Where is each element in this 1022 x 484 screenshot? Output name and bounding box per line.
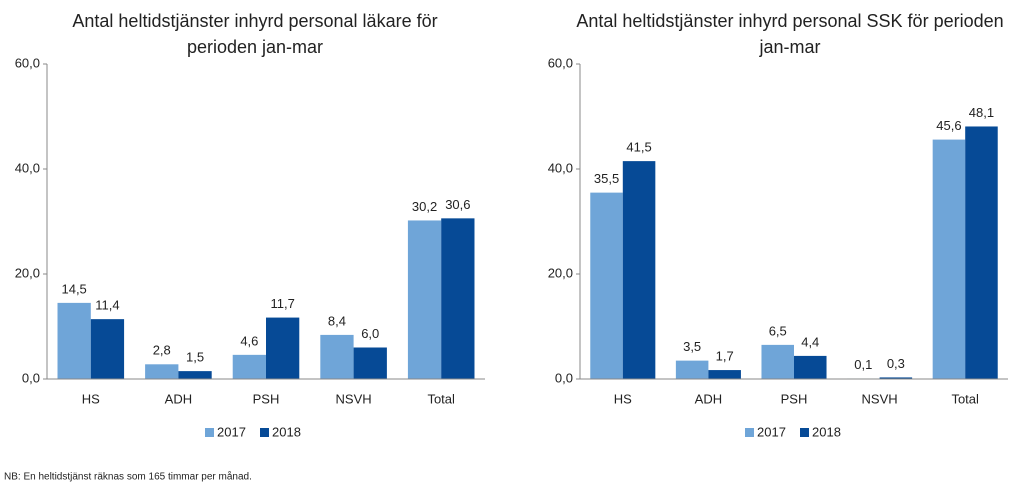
legend-label: 2017: [217, 424, 246, 439]
value-label: 48,1: [969, 105, 994, 120]
bar: [965, 126, 998, 379]
bar: [441, 218, 475, 379]
x-tick-label: PSH: [253, 391, 280, 406]
value-label: 0,1: [854, 357, 872, 372]
chart-title: perioden jan-mar: [187, 37, 323, 57]
x-tick-label: NSVH: [336, 391, 372, 406]
bar: [622, 161, 656, 379]
bar: [353, 347, 387, 379]
y-tick-label: 40,0: [548, 160, 573, 175]
value-label: 6,5: [769, 323, 787, 338]
y-tick-label: 20,0: [15, 265, 40, 280]
bar: [57, 302, 91, 379]
x-tick-label: ADH: [165, 391, 192, 406]
value-label: 30,6: [445, 197, 470, 212]
bar: [266, 317, 300, 379]
bar: [932, 139, 966, 379]
bar: [232, 354, 266, 379]
chart-title: Antal heltidstjänster inhyrd personal lä…: [72, 11, 437, 31]
y-tick-label: 60,0: [548, 55, 573, 70]
x-tick-label: Total: [951, 391, 979, 406]
bar: [794, 355, 827, 379]
legend-swatch: [800, 428, 809, 437]
chart-title: jan-mar: [758, 37, 820, 57]
x-tick-label: Total: [427, 391, 455, 406]
value-label: 30,2: [412, 199, 437, 214]
legend-label: 2018: [812, 424, 841, 439]
y-tick-label: 40,0: [15, 160, 40, 175]
legend-swatch: [260, 428, 269, 437]
value-label: 1,5: [186, 350, 204, 365]
y-tick-label: 20,0: [548, 265, 573, 280]
bar: [879, 377, 913, 379]
bar: [675, 360, 709, 379]
x-tick-label: PSH: [781, 391, 808, 406]
y-tick-label: 0,0: [555, 370, 573, 385]
value-label: 8,4: [328, 313, 346, 328]
legend-swatch: [745, 428, 754, 437]
bar: [145, 364, 179, 379]
value-label: 45,6: [936, 118, 961, 133]
value-label: 14,5: [61, 281, 86, 296]
value-label: 11,7: [270, 296, 294, 311]
value-label: 2,8: [153, 343, 171, 358]
value-label: 1,7: [716, 349, 734, 364]
value-label: 11,4: [95, 298, 119, 313]
y-tick-label: 0,0: [22, 370, 40, 385]
bar: [761, 344, 794, 379]
bar: [320, 334, 354, 379]
value-label: 3,5: [683, 339, 701, 354]
bar: [407, 220, 442, 379]
legend-label: 2017: [757, 424, 786, 439]
value-label: 4,4: [801, 334, 819, 349]
x-tick-label: HS: [614, 391, 632, 406]
bar: [90, 319, 125, 379]
footnote: NB: En heltidstjänst räknas som 165 timm…: [4, 471, 252, 483]
bar: [178, 371, 212, 379]
value-label: 0,3: [887, 356, 905, 371]
value-label: 35,5: [594, 171, 619, 186]
value-label: 41,5: [626, 140, 651, 155]
legend-swatch: [205, 428, 214, 437]
x-tick-label: NSVH: [862, 391, 898, 406]
x-tick-label: ADH: [695, 391, 722, 406]
bar: [708, 370, 741, 379]
x-tick-label: HS: [82, 391, 100, 406]
value-label: 4,6: [240, 333, 258, 348]
legend-label: 2018: [272, 424, 301, 439]
y-tick-label: 60,0: [15, 55, 40, 70]
value-label: 6,0: [361, 326, 379, 341]
bar: [590, 192, 623, 379]
chart-title: Antal heltidstjänster inhyrd personal SS…: [576, 11, 1003, 31]
